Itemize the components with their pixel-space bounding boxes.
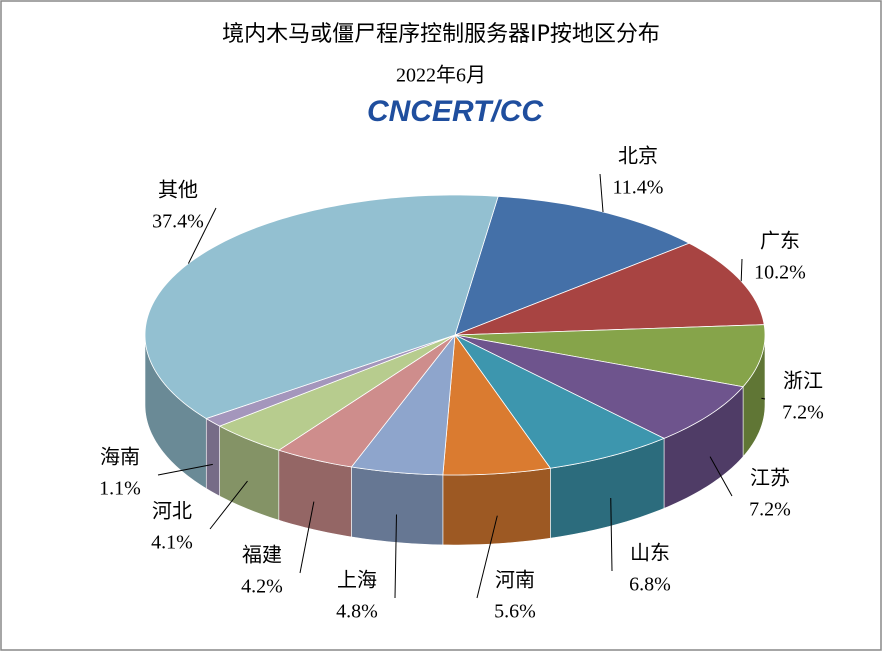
leader-line <box>761 397 766 400</box>
leader-line <box>740 258 743 282</box>
leader-line <box>709 456 733 497</box>
pie-slice <box>454 242 765 336</box>
pie-slice <box>454 334 744 439</box>
pie-slice-side <box>442 467 551 546</box>
labels: 北京 11.4% 广东 10.2% 浙江 7.2% 江苏 7.2% 山东 6.8% 河南 5.6% 上海… <box>99 145 824 623</box>
value-label: 6.8% <box>629 574 671 596</box>
pie-slice <box>454 334 666 469</box>
value-label: 7.2% <box>749 499 791 521</box>
category-label: 海南 <box>100 446 140 469</box>
category-label: 江苏 <box>750 467 790 490</box>
value-label: 4.1% <box>151 532 193 554</box>
leader-line <box>610 498 613 572</box>
category-label: 河南 <box>495 569 535 592</box>
leader-line <box>394 514 397 599</box>
pie-slice <box>277 334 456 468</box>
category-label: 上海 <box>337 569 377 592</box>
category-label: 广东 <box>760 230 800 253</box>
logo: CNCERT/CC <box>367 95 544 128</box>
value-label: 4.2% <box>241 576 283 598</box>
pie-slice-side <box>205 418 220 497</box>
value-label: 7.2% <box>782 402 824 424</box>
category-label: 其他 <box>158 179 198 202</box>
pie-tops <box>144 194 766 476</box>
value-label: 1.1% <box>99 478 141 500</box>
chart-title: 境内木马或僵尸程序控制服务器IP按地区分布 <box>222 22 660 47</box>
leader-line <box>299 501 315 574</box>
category-label: 北京 <box>618 145 658 168</box>
leader-line <box>209 480 248 530</box>
value-label: 37.4% <box>152 211 204 233</box>
pie-slice <box>442 333 552 476</box>
pie-sides <box>144 334 766 546</box>
value-label: 5.6% <box>494 601 536 623</box>
chart-subtitle: 2022年6月 <box>396 64 486 87</box>
value-label: 4.8% <box>336 601 378 623</box>
pie-slice-side <box>351 466 444 546</box>
category-label: 河北 <box>152 500 192 523</box>
category-label: 浙江 <box>783 370 823 393</box>
category-label: 山东 <box>630 542 670 565</box>
leader-line <box>476 515 498 599</box>
value-label: 10.2% <box>754 262 806 284</box>
category-label: 福建 <box>242 544 282 567</box>
pie-slice <box>350 333 456 476</box>
value-label: 11.4% <box>613 177 664 199</box>
pie-slice <box>454 324 766 388</box>
pie-slice <box>218 334 456 451</box>
leader-line <box>187 207 217 264</box>
pie-slice <box>454 195 691 336</box>
leader-line <box>157 463 213 476</box>
leader-line <box>599 173 604 213</box>
